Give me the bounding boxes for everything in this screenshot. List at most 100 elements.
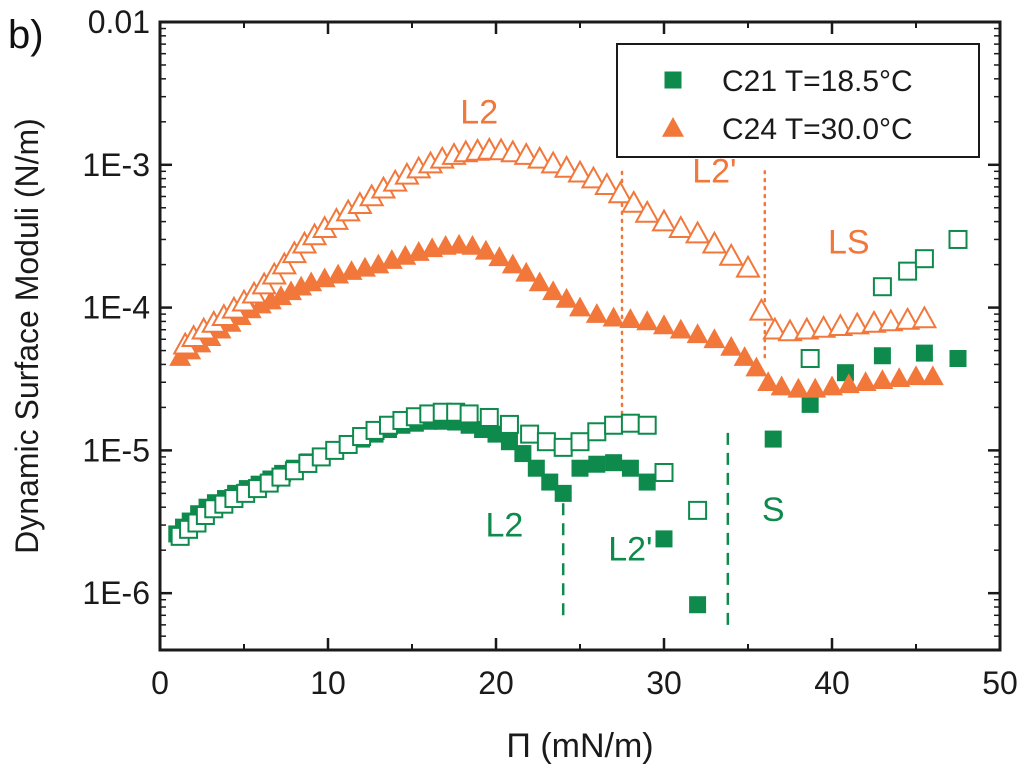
x-tick-label: 0 (151, 665, 169, 701)
data-point (570, 432, 590, 452)
data-point (461, 234, 484, 255)
data-point (801, 395, 819, 413)
phase-label: LS (828, 223, 870, 261)
data-point (894, 306, 921, 330)
data-point (580, 165, 607, 189)
data-point (594, 172, 620, 195)
data-point (520, 424, 540, 444)
data-point (653, 314, 675, 335)
x-tick-label: 20 (478, 665, 514, 701)
data-point (837, 373, 860, 394)
data-point (555, 287, 578, 308)
legend: C21 T=18.5°C C24 T=30.0°C (616, 43, 980, 158)
data-point (827, 313, 854, 337)
data-points (168, 136, 968, 614)
data-point (810, 314, 837, 338)
data-point (844, 311, 870, 335)
data-point (854, 371, 877, 392)
data-point (915, 344, 933, 362)
data-point (873, 347, 891, 365)
phase-label: S (762, 491, 785, 529)
data-point (542, 280, 565, 301)
legend-box (616, 43, 980, 158)
data-point (636, 310, 659, 331)
data-point (448, 233, 471, 254)
phase-label: L2' (608, 530, 652, 568)
phase-label: L2 (460, 93, 498, 131)
data-point (620, 413, 640, 433)
data-point (878, 308, 904, 332)
y-tick-label: 1E-6 (82, 575, 150, 611)
data-point (499, 414, 519, 434)
data-point (948, 229, 968, 249)
data-point (514, 445, 532, 463)
legend-label: C21 T=18.5°C (722, 65, 913, 98)
y-tick-label: 1E-4 (82, 290, 150, 326)
data-point (604, 415, 624, 435)
phase-label: L2' (692, 153, 736, 191)
phase-boundaries (561, 170, 767, 625)
data-point (654, 463, 674, 483)
data-point (602, 306, 625, 327)
data-point (871, 369, 894, 390)
data-point (271, 251, 298, 275)
data-point (821, 375, 843, 396)
legend-marker (664, 71, 682, 89)
data-point (269, 285, 292, 306)
data-point (655, 530, 673, 548)
data-point (541, 473, 559, 491)
y-axis-label: Dynamic Surface Moduli (N/m) (9, 118, 45, 554)
y-tick-label: 1E-5 (82, 432, 150, 468)
data-point (527, 459, 545, 477)
data-point (770, 375, 793, 396)
data-point (701, 230, 728, 254)
data-point (762, 316, 788, 340)
data-point (703, 328, 726, 349)
data-point (571, 459, 589, 477)
data-point (949, 350, 967, 368)
phase-annotations: L2 L2' LS L2 L2' S (460, 93, 869, 568)
data-point (794, 316, 820, 340)
data-point (777, 318, 803, 342)
data-point (619, 308, 642, 328)
legend-marker (662, 117, 684, 137)
series-1 (170, 229, 968, 546)
y-tick-label: 0.01 (88, 4, 150, 40)
data-point (553, 437, 573, 457)
data-point (800, 349, 820, 369)
data-point (169, 346, 192, 366)
x-tick-label: 40 (814, 665, 850, 701)
data-point (488, 246, 511, 267)
data-point (718, 242, 744, 266)
data-point (905, 365, 927, 386)
data-point (888, 367, 911, 388)
data-point (526, 145, 553, 169)
data-point (911, 305, 938, 329)
data-point (567, 159, 593, 183)
data-point (554, 484, 572, 502)
series-2 (169, 233, 944, 398)
data-point (479, 407, 499, 427)
data-point (607, 180, 634, 204)
data-point (914, 249, 934, 269)
data-point (787, 377, 810, 398)
data-point (553, 154, 580, 178)
data-point (588, 455, 606, 473)
data-point (638, 473, 656, 491)
data-point (585, 303, 608, 323)
legend-label: C24 T=30.0°C (722, 113, 913, 146)
data-point (804, 377, 827, 398)
data-point (872, 277, 892, 297)
y-tick-label: 1E-3 (82, 147, 150, 183)
data-point (500, 433, 518, 451)
data-point (733, 346, 756, 366)
data-point (569, 296, 591, 317)
data-point (684, 220, 711, 244)
data-point (748, 297, 775, 321)
data-point (501, 253, 524, 274)
data-point (540, 150, 566, 174)
data-point (689, 596, 707, 614)
plot-frame (158, 20, 1002, 652)
data-point (735, 254, 761, 278)
